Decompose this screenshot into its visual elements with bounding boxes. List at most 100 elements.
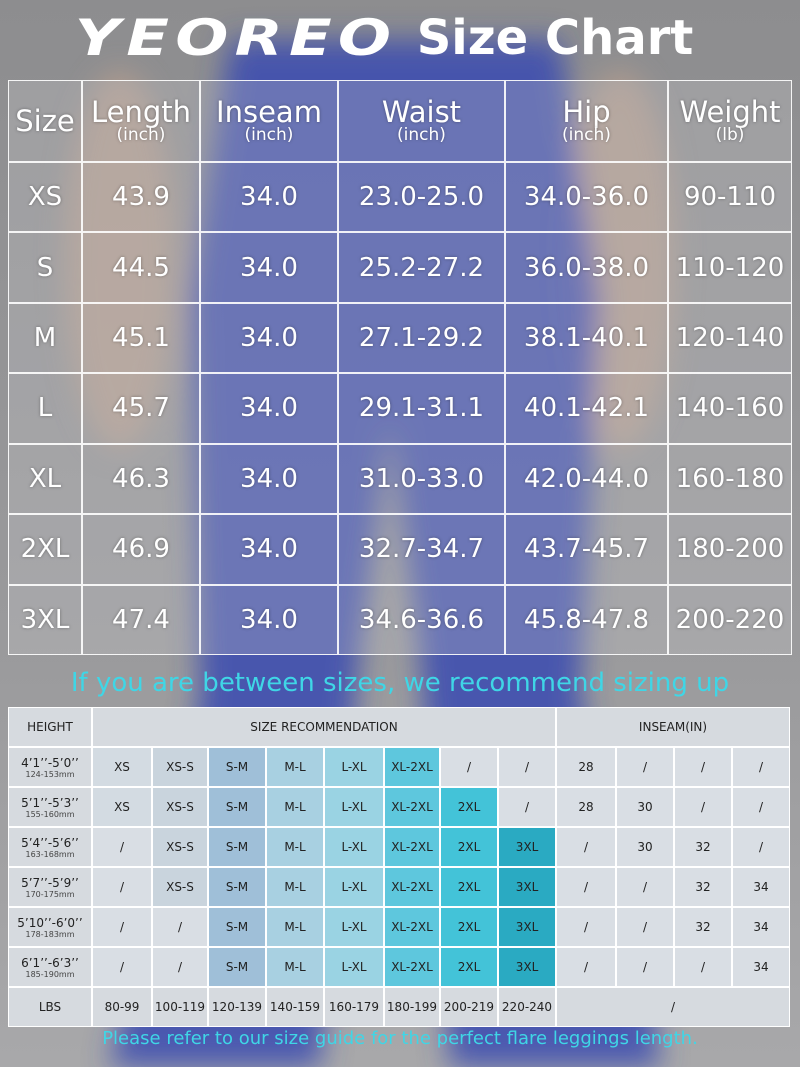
column-header: Size bbox=[8, 80, 82, 162]
inseam-cell: / bbox=[616, 867, 674, 907]
cell: 46.3 bbox=[82, 443, 200, 515]
column-name: Weight bbox=[679, 95, 781, 129]
cell: 45.8-47.8 bbox=[505, 584, 668, 655]
size-cell: 2XL bbox=[440, 907, 498, 947]
height-cell: 4’1’’-5’0’’ 124-153mm bbox=[8, 747, 92, 787]
inseam-cell: / bbox=[732, 827, 790, 867]
header-cell: INSEAM(IN) bbox=[556, 707, 790, 747]
cell: 140-160 bbox=[668, 373, 792, 444]
size-cell: 3XL bbox=[498, 867, 556, 907]
height-cell: 6’1’’-6’3’’ 185-190mm bbox=[8, 947, 92, 987]
height: 6’1’’-6’3’’ bbox=[21, 955, 79, 970]
cell: 2XL bbox=[8, 514, 82, 585]
column-header: Weight (lb) bbox=[668, 80, 792, 162]
inseam-cell: 32 bbox=[674, 867, 732, 907]
size-cell: XS-S bbox=[152, 747, 208, 787]
size-cell: 2XL bbox=[440, 827, 498, 867]
cell: 31.0-33.0 bbox=[338, 443, 505, 515]
cell: 34.0 bbox=[200, 514, 338, 585]
inseam-cell: 32 bbox=[674, 827, 732, 867]
cell: 29.1-31.1 bbox=[338, 373, 505, 444]
header: YEOREO Size Chart bbox=[0, 2, 800, 74]
size-cell: L-XL bbox=[324, 907, 384, 947]
size-cell: XL-2XL bbox=[384, 747, 440, 787]
size-cell: M-L bbox=[266, 787, 324, 827]
inseam-cell: / bbox=[732, 787, 790, 827]
lbs-cell: 220-240 bbox=[498, 987, 556, 1027]
lbs-cell: 180-199 bbox=[384, 987, 440, 1027]
cell: 34.0-36.0 bbox=[505, 162, 668, 233]
size-cell: S-M bbox=[208, 827, 266, 867]
footer: Please refer to our size guide for the p… bbox=[102, 1028, 698, 1049]
column-name: Length bbox=[90, 95, 192, 129]
cell: 43.7-45.7 bbox=[505, 514, 668, 585]
size-cell: M-L bbox=[266, 747, 324, 787]
size-cell: S-M bbox=[208, 787, 266, 827]
height-metric: 170-175mm bbox=[25, 889, 75, 899]
cell: 34.0 bbox=[200, 584, 338, 655]
lbs-label: LBS bbox=[8, 987, 92, 1027]
column-unit: (inch) bbox=[397, 125, 446, 145]
cell: 32.7-34.7 bbox=[338, 514, 505, 585]
inseam-cell: 28 bbox=[556, 747, 616, 787]
column-header: Length (inch) bbox=[82, 80, 200, 162]
size-cell: / bbox=[152, 907, 208, 947]
size-cell: M-L bbox=[266, 867, 324, 907]
size-cell: / bbox=[498, 747, 556, 787]
size-cell: XS bbox=[92, 747, 152, 787]
cell: 34.0 bbox=[200, 302, 338, 374]
inseam-cell: / bbox=[556, 827, 616, 867]
size-cell: XL-2XL bbox=[384, 827, 440, 867]
size-cell: / bbox=[92, 867, 152, 907]
size-cell: XS-S bbox=[152, 867, 208, 907]
inseam-cell: 34 bbox=[732, 867, 790, 907]
size-cell: / bbox=[92, 907, 152, 947]
inseam-cell: 30 bbox=[616, 787, 674, 827]
cell: 43.9 bbox=[82, 162, 200, 233]
cell: 3XL bbox=[8, 584, 82, 655]
size-cell: L-XL bbox=[324, 747, 384, 787]
size-cell: M-L bbox=[266, 947, 324, 987]
cell: 23.0-25.0 bbox=[338, 162, 505, 233]
cell: 34.0 bbox=[200, 162, 338, 233]
column-header: Inseam (inch) bbox=[200, 80, 338, 162]
height: 5’10’’-6’0’’ bbox=[17, 915, 83, 930]
size-cell: L-XL bbox=[324, 827, 384, 867]
cell: 27.1-29.2 bbox=[338, 302, 505, 374]
size-cell: M-L bbox=[266, 827, 324, 867]
inseam-cell: / bbox=[616, 947, 674, 987]
cell: 160-180 bbox=[668, 443, 792, 515]
cell: 34.0 bbox=[200, 373, 338, 444]
size-cell: XL-2XL bbox=[384, 947, 440, 987]
brand: YEOREO bbox=[74, 9, 397, 67]
cell: 200-220 bbox=[668, 584, 792, 655]
height-metric: 185-190mm bbox=[25, 969, 75, 979]
column-name: Inseam bbox=[216, 95, 322, 129]
cell: 34.6-36.6 bbox=[338, 584, 505, 655]
size-cell: / bbox=[440, 747, 498, 787]
inseam-cell: 34 bbox=[732, 947, 790, 987]
inseam-cell: / bbox=[674, 787, 732, 827]
size-cell: 3XL bbox=[498, 907, 556, 947]
title: Size Chart bbox=[416, 10, 694, 66]
lbs-cell: 80-99 bbox=[92, 987, 152, 1027]
cell: 120-140 bbox=[668, 302, 792, 374]
cell: XS bbox=[8, 162, 82, 233]
size-cell: XS bbox=[92, 787, 152, 827]
inseam-cell: 30 bbox=[616, 827, 674, 867]
cell: XL bbox=[8, 443, 82, 515]
height-metric: 155-160mm bbox=[25, 809, 75, 819]
size-cell: L-XL bbox=[324, 867, 384, 907]
column-name: Hip bbox=[562, 95, 611, 129]
cell: 90-110 bbox=[668, 162, 792, 233]
height-cell: 5’10’’-6’0’’ 178-183mm bbox=[8, 907, 92, 947]
size-cell: 2XL bbox=[440, 947, 498, 987]
height-metric: 178-183mm bbox=[25, 929, 75, 939]
height-cell: 5’7’’-5’9’’ 170-175mm bbox=[8, 867, 92, 907]
cell: 180-200 bbox=[668, 514, 792, 585]
lbs-inseam: / bbox=[556, 987, 790, 1027]
size-cell: XL-2XL bbox=[384, 867, 440, 907]
size-cell: S-M bbox=[208, 907, 266, 947]
cell: 34.0 bbox=[200, 232, 338, 303]
